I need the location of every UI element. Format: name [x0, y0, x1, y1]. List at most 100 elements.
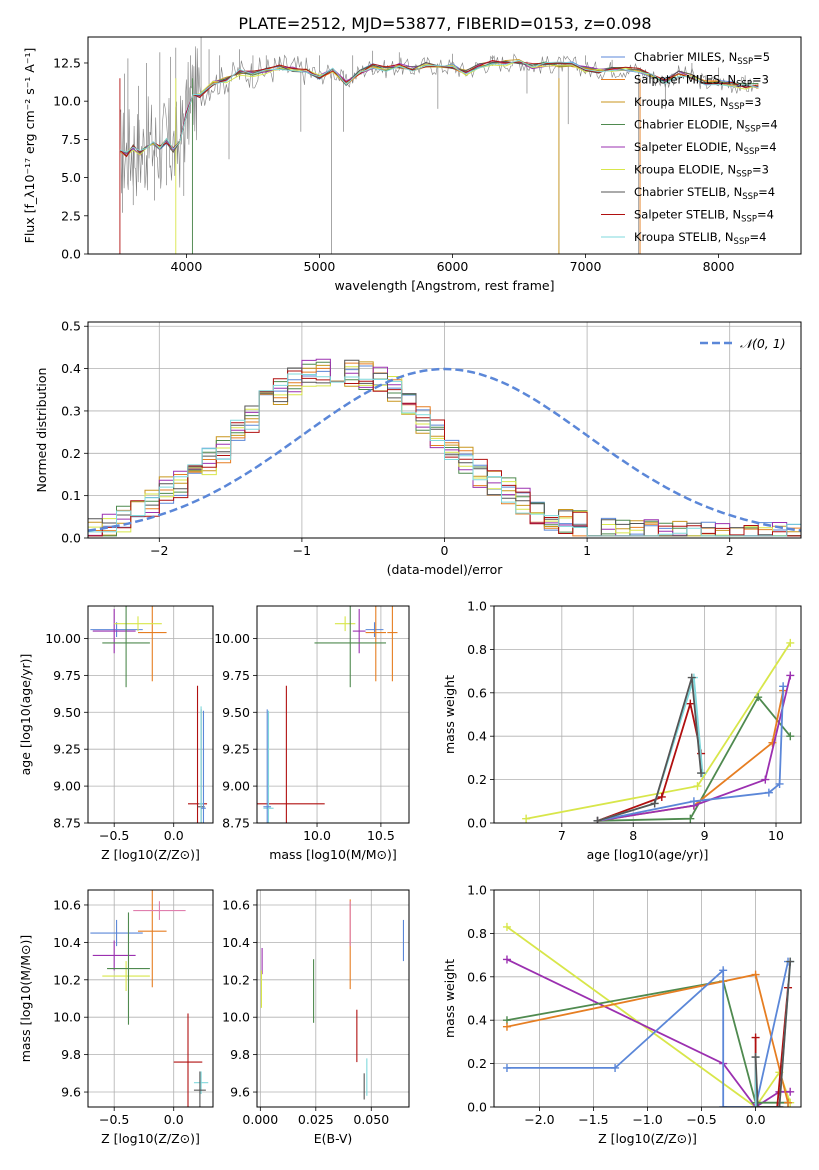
residual-histogram-8 [88, 373, 801, 537]
weight-series-1 [597, 695, 791, 822]
weight-point [502, 955, 511, 964]
x-axis-label: wavelength [Angstrom, rest frame] [334, 278, 554, 293]
legend-name: Kroupa ELODIE, N [634, 163, 736, 177]
y-tick-label: 8.75 [222, 816, 250, 831]
plot-area [119, 37, 759, 254]
x-tick-label: 1 [583, 543, 591, 558]
weight-point [775, 779, 784, 788]
x-axis-label: age [log10(age/yr)] [587, 847, 709, 862]
y-tick-label: 0.6 [467, 685, 487, 700]
x-tick-label: 0.050 [353, 1112, 389, 1127]
y-tick-label: 10.6 [53, 897, 81, 912]
legend-value: =3 [752, 163, 769, 177]
y-axis-label: mass [log10(M/M⊙)] [18, 935, 33, 1063]
y-axis-label: Flux [f_λ10⁻¹⁷ erg cm⁻² s⁻¹ A⁻¹] [22, 48, 37, 244]
y-tick-label: 0.6 [467, 969, 487, 984]
plot-frame [87, 321, 802, 539]
legend-value: =4 [761, 118, 778, 132]
weight-point [751, 1053, 760, 1062]
plot-area [502, 922, 795, 1107]
y-tick-label: 9.00 [53, 779, 81, 794]
legend-entry: 𝒩(0, 1) [740, 336, 786, 351]
x-tick-label: 10.0 [303, 828, 331, 843]
weight-point [751, 1033, 760, 1042]
legend-sub: SSP [734, 237, 750, 247]
normal-curve [88, 367, 801, 532]
y-tick-label: 10.0 [222, 1010, 250, 1025]
y-tick-label: 0.8 [467, 926, 487, 941]
y-tick-label: 10.0 [53, 1010, 81, 1025]
x-tick-label: −2.0 [524, 1112, 554, 1127]
plot-area [88, 358, 801, 537]
weight-point [689, 797, 698, 806]
x-tick-label: 2 [726, 543, 734, 558]
model-spectrum-8 [119, 59, 759, 153]
y-tick-label: 9.6 [61, 1085, 81, 1100]
chart-weight-vs-Z: −2.0 −1.5 −1.0 −0.5 0.0 0.0 0.2 0.4 0.6 0.8 1.0 Z [… [442, 883, 802, 1146]
x-tick-label: −1 [293, 543, 311, 558]
weight-point [719, 1103, 728, 1107]
weight-series-1 [506, 958, 791, 1107]
y-tick-label: 2.5 [61, 208, 81, 223]
y-tick-label: 10.00 [214, 631, 250, 646]
x-tick-label: 7000 [570, 259, 602, 274]
x-axis-label: (data-model)/error [387, 562, 504, 577]
y-tick-label: 9.50 [222, 705, 250, 720]
legend-entry: Kroupa STELIB, NSSP=4 [634, 230, 766, 247]
weight-point [502, 1022, 511, 1031]
plot-frame [87, 605, 214, 824]
legend-value: =3 [744, 95, 761, 109]
legend-name: Kroupa STELIB, N [634, 230, 734, 244]
legend-entry: Salpeter MILES, NSSP=3 [634, 73, 769, 90]
y-tick-label: 1.0 [467, 883, 487, 898]
weight-point [502, 1063, 511, 1072]
legend-name: Chabrier STELIB, N [634, 185, 742, 199]
legend-entry: Salpeter ELODIE, NSSP=4 [634, 140, 777, 157]
y-tick-label: 9.75 [53, 668, 81, 683]
y-tick-label: 10.0 [53, 94, 81, 109]
weight-point [650, 799, 659, 808]
y-tick-label: 10.2 [53, 972, 81, 987]
y-tick-label: 0.4 [467, 729, 487, 744]
weight-point [502, 922, 511, 931]
legend-entry: Kroupa MILES, NSSP=3 [634, 95, 761, 112]
weight-point [786, 671, 795, 680]
y-axis-label: Normed distribution [34, 368, 49, 493]
y-tick-label: 9.00 [222, 779, 250, 794]
y-tick-label: 9.75 [222, 668, 250, 683]
x-tick-label: −0.5 [99, 1112, 129, 1127]
weight-series-5 [597, 700, 702, 822]
legend-sub: SSP [737, 57, 753, 67]
x-tick-label: 0.0 [746, 1112, 766, 1127]
weight-point [786, 957, 795, 966]
x-axis-label: Z [log10(Z/Z⊙)] [101, 1131, 200, 1146]
legend: 𝒩(0, 1) [700, 336, 786, 351]
y-tick-label: 9.50 [53, 705, 81, 720]
plot-frame [493, 605, 802, 824]
weight-point [775, 1103, 784, 1107]
plot-area [260, 899, 405, 1100]
y-tick-label: 0.2 [467, 1056, 487, 1071]
x-axis-label: mass [log10(M/M⊙)] [269, 847, 397, 862]
legend-value: =4 [758, 185, 775, 199]
y-tick-label: 7.5 [61, 132, 81, 147]
weight-point [786, 732, 795, 741]
weight-point [719, 966, 728, 975]
y-tick-label: 0.0 [61, 247, 81, 262]
weight-point [786, 1087, 795, 1096]
weight-series-4 [507, 961, 789, 1107]
y-tick-label: 9.8 [230, 1047, 250, 1062]
x-tick-label: −1.0 [632, 1112, 662, 1127]
y-tick-label: 9.8 [61, 1047, 81, 1062]
legend-value: =4 [757, 208, 774, 222]
plot-area [257, 606, 398, 823]
weight-point [657, 792, 666, 801]
legend-name: Salpeter STELIB, N [634, 208, 741, 222]
legend-name: Chabrier ELODIE, N [634, 118, 745, 132]
plot-frame [87, 36, 802, 255]
weight-series-7 [597, 677, 702, 822]
weight-point [751, 1103, 760, 1107]
legend-value: =3 [752, 73, 769, 87]
weight-series-2 [506, 980, 788, 1104]
y-tick-label: 10.00 [45, 631, 81, 646]
